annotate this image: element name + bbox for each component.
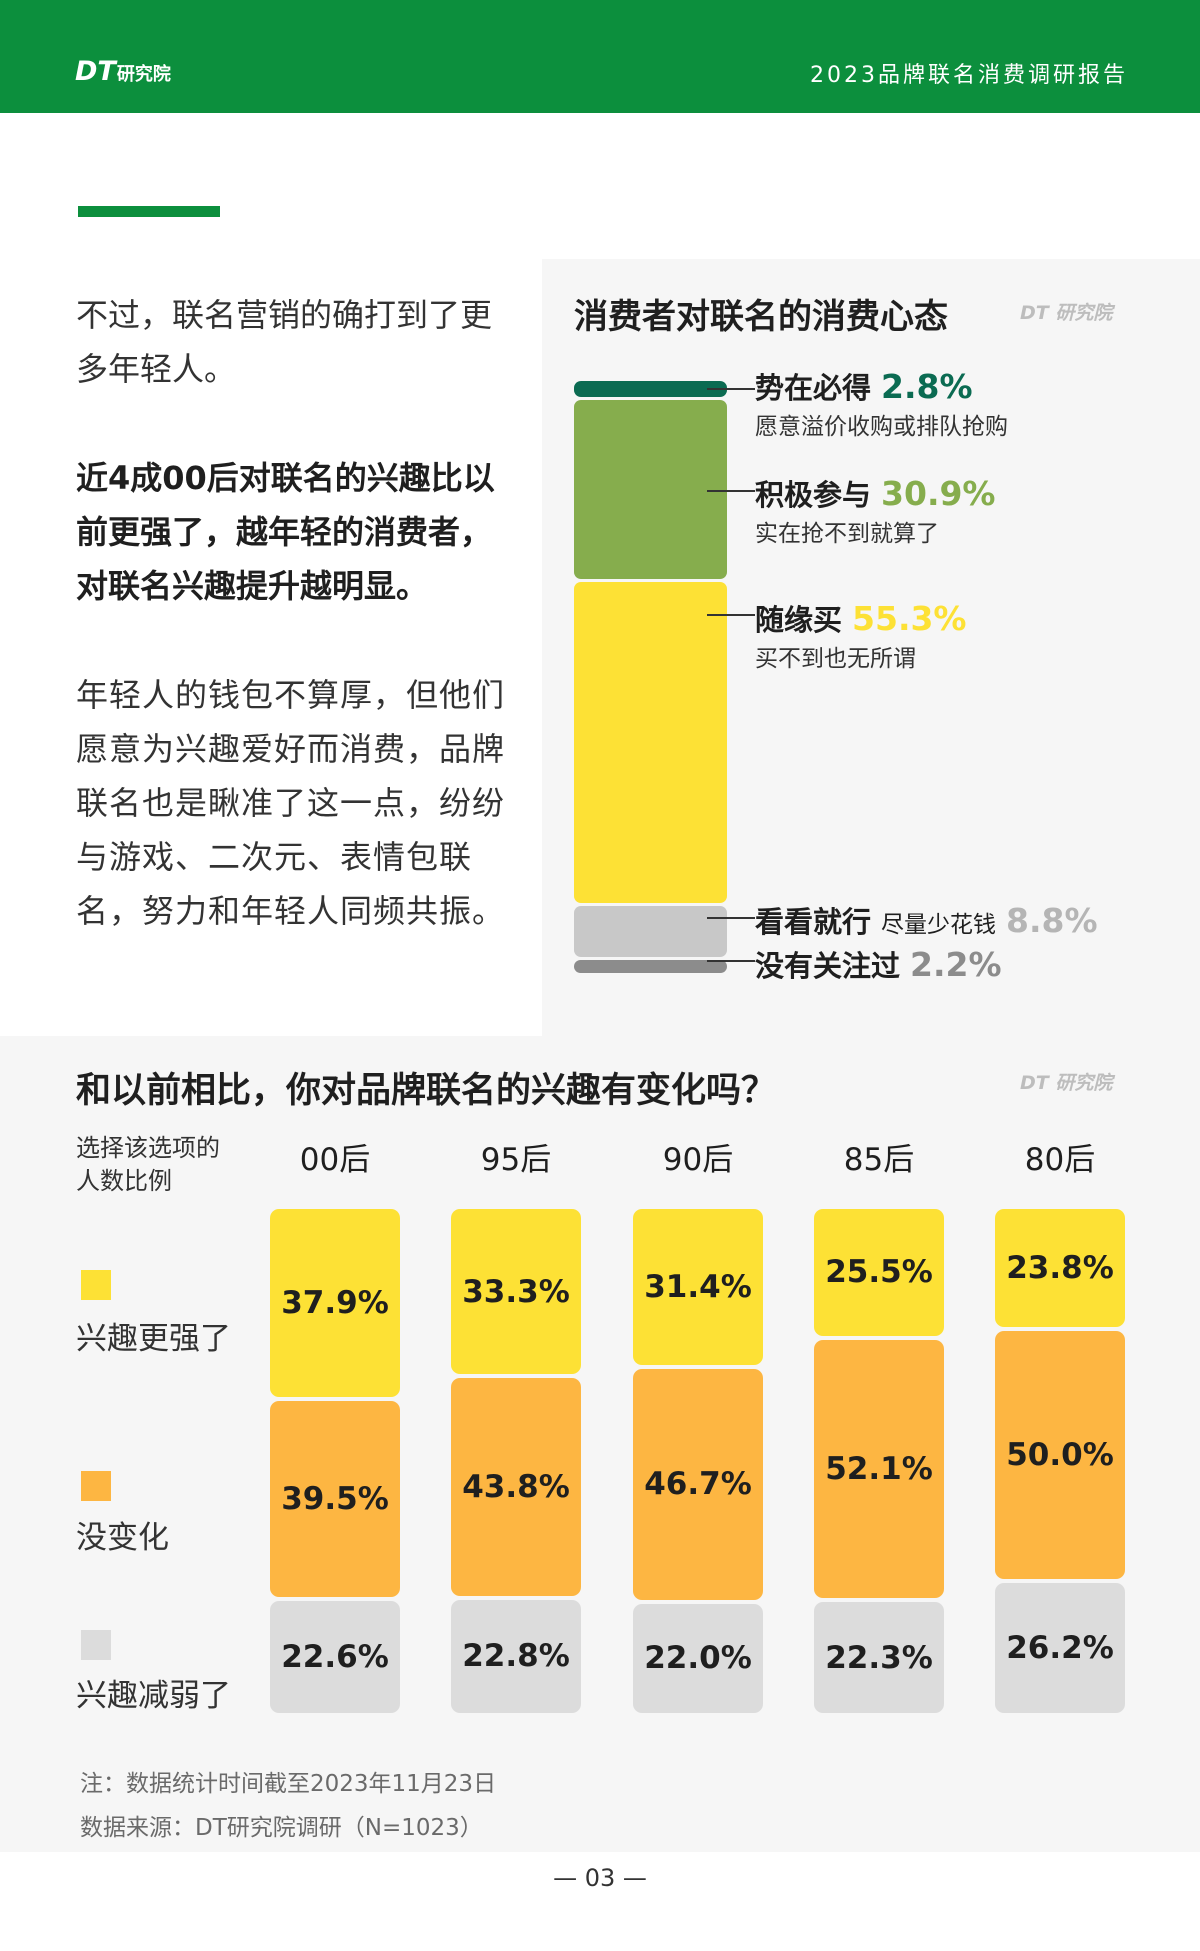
- interest-chart-title: 和以前相比，你对品牌联名的兴趣有变化吗？: [76, 1071, 777, 1111]
- data-label: 52.1%: [825, 1450, 933, 1487]
- data-label: 25.5%: [825, 1254, 933, 1291]
- data-label: 22.3%: [825, 1639, 933, 1676]
- mindset-segment: [574, 960, 727, 973]
- category-description: 愿意溢价收购或排队抢购: [755, 414, 1008, 440]
- bar-segment: 22.8%: [451, 1599, 581, 1713]
- generation-label: 80后: [1024, 1142, 1096, 1178]
- category-text: 随缘买: [755, 603, 843, 637]
- category-description: 尽量少花钱: [881, 912, 997, 938]
- data-note: 注：数据统计时间截至2023年11月23日: [80, 1771, 497, 1797]
- data-label: 31.4%: [644, 1268, 752, 1305]
- leader-line: [707, 388, 755, 390]
- mindset-segment: [574, 400, 727, 580]
- data-label: 23.8%: [1006, 1250, 1114, 1287]
- leader-line: [707, 960, 755, 962]
- report-title: 2023品牌联名消费调研报告: [810, 63, 1128, 88]
- data-source: 数据来源：DT研究院调研（N=1023）: [80, 1815, 483, 1841]
- leader-line: [707, 614, 755, 616]
- bar-segment: 23.8%: [995, 1209, 1125, 1328]
- bar-segment: 33.3%: [451, 1209, 581, 1375]
- mindset-label: 看看就行 尽量少花钱 8.8%: [755, 899, 1098, 941]
- bar-segment: 22.6%: [270, 1600, 400, 1713]
- bar-segment: 50.0%: [995, 1331, 1125, 1580]
- legend-swatch: [81, 1270, 111, 1300]
- legend-label: 没变化: [76, 1520, 169, 1556]
- value-label: 55.3%: [852, 599, 967, 638]
- accent-bar: [78, 206, 220, 217]
- category-text: 看看就行: [755, 905, 872, 939]
- bar-segment: 46.7%: [633, 1368, 763, 1600]
- bar-segment: 43.8%: [451, 1378, 581, 1596]
- page-number: — 03 —: [553, 1864, 647, 1892]
- data-label: 50.0%: [1006, 1437, 1114, 1474]
- generation-label: 90后: [662, 1142, 734, 1178]
- value-label: 2.2%: [910, 945, 1002, 984]
- data-label: 22.8%: [462, 1638, 570, 1675]
- bar-segment: 22.0%: [633, 1603, 763, 1713]
- bar-segment: 39.5%: [270, 1400, 400, 1597]
- dt-logo: DT研究院: [75, 56, 171, 87]
- data-label: 26.2%: [1006, 1630, 1114, 1667]
- legend-label: 兴趣减弱了: [76, 1678, 231, 1714]
- value-label: 30.9%: [881, 474, 996, 513]
- bar-segment: 22.3%: [814, 1602, 944, 1713]
- generation-label: 85后: [843, 1142, 915, 1178]
- data-label: 43.8%: [462, 1469, 570, 1506]
- legend-swatch: [81, 1630, 111, 1660]
- body-paragraph: 年轻人的钱包不算厚，但他们愿意为兴趣爱好而消费，品牌联名也是瞅准了这一点，纷纷与…: [76, 676, 506, 930]
- value-label: 8.8%: [1006, 901, 1098, 940]
- mindset-label: 没有关注过 2.2%: [755, 943, 1002, 985]
- generation-label: 95后: [480, 1142, 552, 1178]
- value-label: 2.8%: [881, 367, 973, 406]
- category-text: 积极参与: [755, 478, 872, 512]
- chart-watermark-2: DT 研究院: [1020, 1072, 1113, 1094]
- category-text: 势在必得: [755, 371, 872, 405]
- data-label: 39.5%: [281, 1480, 389, 1517]
- data-label: 46.7%: [644, 1466, 752, 1503]
- bar-segment: 26.2%: [995, 1583, 1125, 1713]
- data-label: 37.9%: [281, 1284, 389, 1321]
- bar-segment: 31.4%: [633, 1209, 763, 1365]
- chart-watermark: DT 研究院: [1020, 302, 1113, 324]
- leader-line: [707, 490, 755, 492]
- intro-paragraph: 不过，联名营销的确打到了更多年轻人。: [76, 296, 493, 388]
- axis-caption: 选择该选项的人数比例: [76, 1134, 220, 1195]
- mindset-segment: [574, 582, 727, 904]
- mindset-segment: [574, 381, 727, 398]
- legend-swatch: [81, 1471, 111, 1501]
- mindset-label: 势在必得 2.8%: [755, 365, 973, 407]
- mindset-label: 随缘买 55.3%: [755, 597, 967, 639]
- mindset-segment: [574, 906, 727, 958]
- category-text: 没有关注过: [755, 949, 901, 983]
- category-description: 实在抢不到就算了: [755, 521, 939, 547]
- bar-segment: 52.1%: [814, 1339, 944, 1599]
- legend-label: 兴趣更强了: [76, 1321, 231, 1357]
- highlight-paragraph: 近4成00后对联名的兴趣比以前更强了，越年轻的消费者，对联名兴趣提升越明显。: [76, 459, 495, 605]
- page-header: DT研究院 2023品牌联名消费调研报告: [0, 0, 1200, 113]
- leader-line: [707, 917, 755, 919]
- bar-segment: 37.9%: [270, 1209, 400, 1397]
- data-label: 22.0%: [644, 1640, 752, 1677]
- data-label: 33.3%: [462, 1273, 570, 1310]
- data-label: 22.6%: [281, 1638, 389, 1675]
- generation-label: 00后: [299, 1142, 371, 1178]
- mindset-label: 积极参与 30.9%: [755, 472, 996, 514]
- mindset-chart-title: 消费者对联名的消费心态: [574, 297, 948, 337]
- bar-segment: 25.5%: [814, 1209, 944, 1336]
- category-description: 买不到也无所谓: [755, 646, 916, 672]
